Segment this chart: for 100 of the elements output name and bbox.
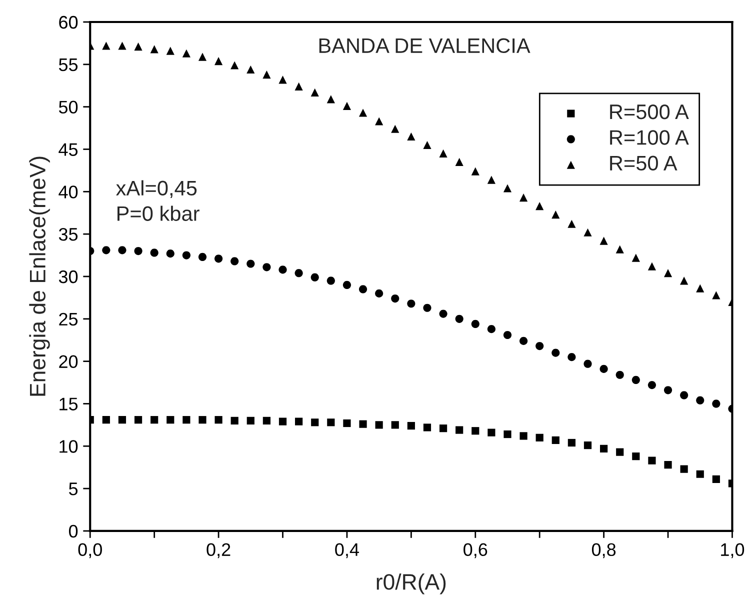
- y-tick-label: 10: [60, 440, 78, 453]
- point: [343, 419, 351, 428]
- point: [150, 248, 158, 257]
- x-tick-label: 0,0: [78, 543, 102, 558]
- point: [568, 438, 576, 447]
- point: [552, 348, 560, 357]
- point: [102, 42, 110, 50]
- point: [520, 432, 528, 440]
- y-tick-label: 5: [68, 482, 78, 496]
- y-tick-label: 30: [58, 270, 78, 284]
- point: [278, 418, 287, 426]
- point: [198, 252, 207, 262]
- point: [696, 396, 704, 404]
- point: [310, 88, 319, 96]
- point: [680, 276, 688, 285]
- point: [648, 262, 656, 270]
- point: [648, 381, 656, 390]
- point: [616, 370, 624, 379]
- x-tick-label: 0,2: [206, 543, 230, 558]
- point: [262, 263, 271, 272]
- point: [182, 251, 190, 260]
- x-tick-label: 1,0: [721, 543, 744, 558]
- point: [536, 342, 544, 350]
- point: [342, 280, 352, 290]
- point: [472, 427, 480, 435]
- point: [134, 246, 142, 256]
- legend-label: R=100 A: [610, 130, 689, 145]
- point: [423, 304, 432, 312]
- x-tick-label: 0,4: [335, 543, 359, 558]
- point: [326, 276, 335, 285]
- y-tick-label: 25: [59, 312, 78, 326]
- point: [391, 124, 400, 133]
- point: [166, 46, 174, 55]
- point: [311, 418, 319, 426]
- text: BANDA DE VALENCIA: [319, 38, 530, 54]
- legend-label: R=50 A: [610, 156, 678, 171]
- point: [680, 465, 688, 473]
- point: [246, 416, 254, 424]
- point: [118, 42, 126, 50]
- point: [696, 470, 704, 478]
- point: [150, 416, 158, 424]
- point: [407, 132, 416, 141]
- point: [310, 273, 319, 282]
- point: [342, 102, 352, 110]
- point: [519, 194, 528, 202]
- point: [664, 269, 672, 278]
- point: [391, 294, 400, 303]
- point: [487, 325, 496, 334]
- y-tick-label: 15: [60, 398, 78, 410]
- point: [182, 49, 190, 58]
- point: [584, 441, 592, 450]
- point: [455, 314, 464, 323]
- point: [359, 420, 367, 428]
- point: [471, 320, 480, 328]
- point: [632, 452, 640, 460]
- point: [134, 416, 142, 424]
- point: [423, 140, 432, 150]
- point: [262, 70, 271, 79]
- point: [278, 76, 287, 84]
- point: [519, 336, 528, 345]
- point: [327, 418, 335, 426]
- point: [600, 236, 608, 245]
- point: [423, 424, 432, 432]
- y-tick-label: 0: [68, 524, 78, 538]
- point: [584, 228, 592, 236]
- point: [166, 416, 174, 424]
- point: [503, 330, 512, 340]
- legend-label: R=500 A: [610, 104, 689, 120]
- point: [150, 45, 158, 54]
- y-tick-label: 55: [58, 58, 78, 72]
- point: [616, 245, 624, 254]
- point: [712, 291, 720, 300]
- point: [118, 416, 126, 424]
- x-axis-title: r0/R(A): [376, 573, 446, 594]
- point: [230, 61, 239, 70]
- point: [230, 257, 239, 266]
- point: [503, 184, 512, 192]
- annotation: xAl=0,45: [116, 180, 197, 198]
- point: [439, 310, 448, 318]
- point: [455, 158, 464, 166]
- point: [536, 202, 544, 210]
- point: [294, 82, 303, 91]
- point: [214, 56, 223, 66]
- point: [375, 289, 384, 298]
- point: [375, 117, 384, 126]
- point: [134, 42, 142, 51]
- point: [504, 430, 512, 438]
- point: [632, 254, 640, 262]
- x-tick-label: 0,6: [464, 543, 488, 558]
- point: [600, 444, 608, 452]
- point: [246, 65, 255, 74]
- point: [278, 266, 287, 274]
- point: [407, 300, 416, 308]
- annotation: P=0 kbar: [118, 206, 200, 221]
- point: [471, 167, 480, 176]
- point: [664, 460, 672, 469]
- point: [102, 416, 110, 424]
- point: [664, 386, 672, 394]
- point: [391, 421, 399, 429]
- point: [214, 254, 223, 263]
